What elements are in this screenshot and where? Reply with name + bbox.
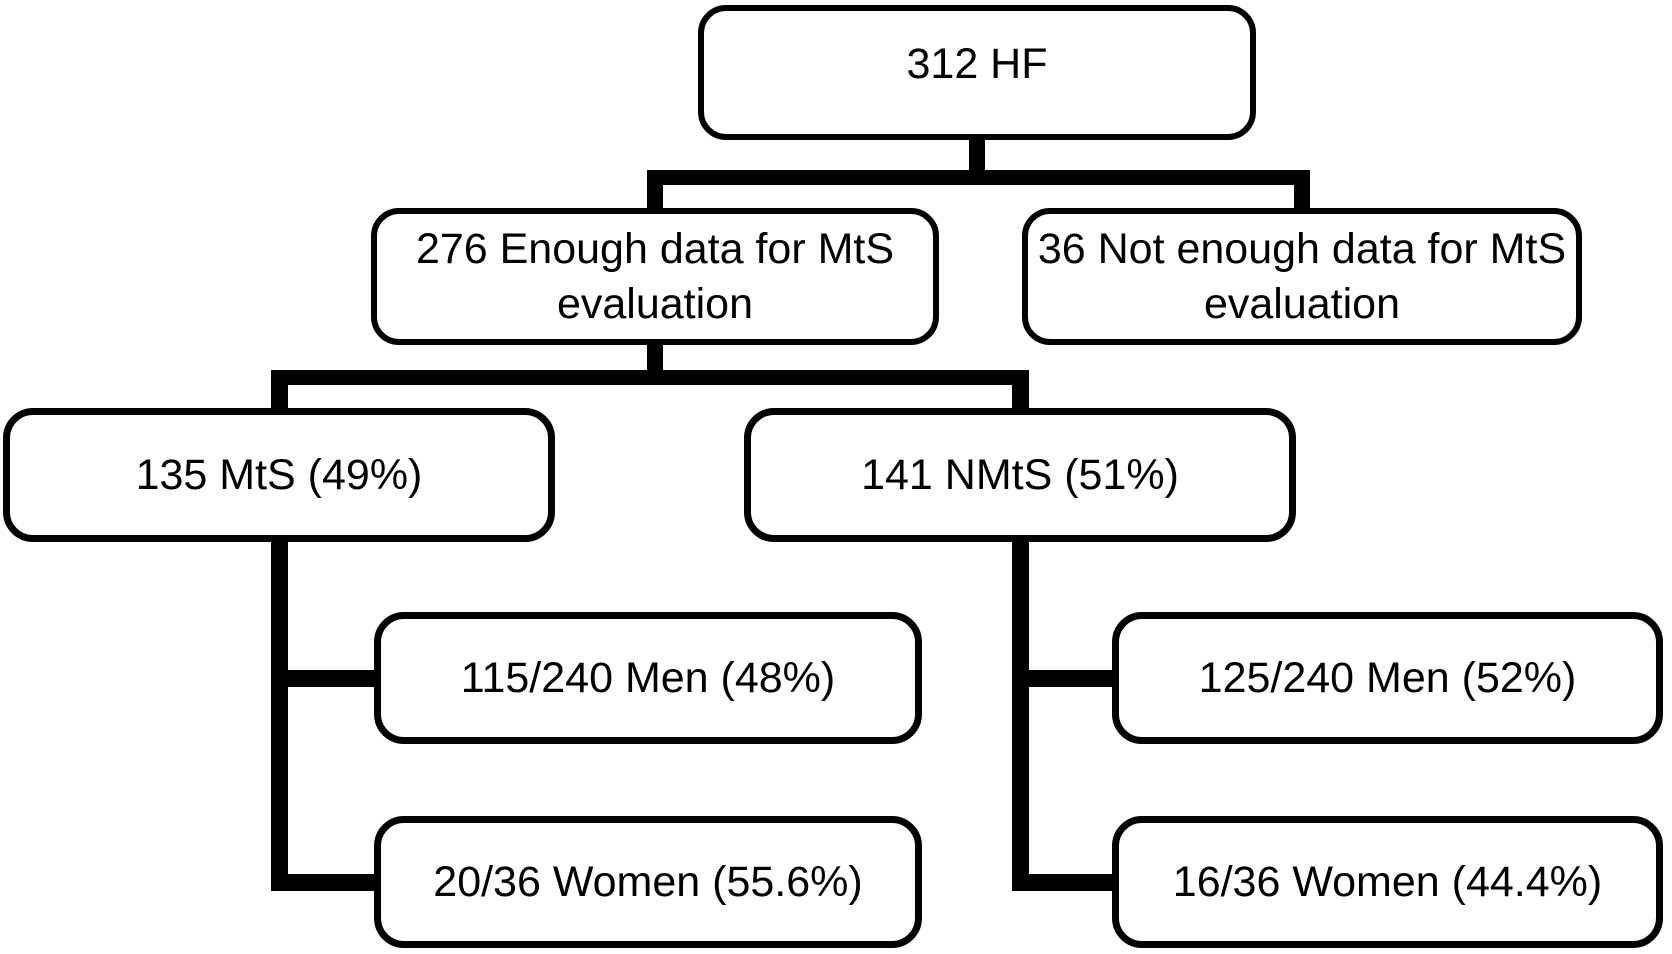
node-nmts-men-label: 125/240 Men (52%): [1198, 653, 1577, 702]
connector-level1-horizontal-bar: [647, 170, 1310, 185]
connector-drop-to-mts: [271, 370, 288, 408]
connector-nmts-to-men-stub: [1012, 670, 1114, 687]
node-total-hf-label: 312 HF: [906, 40, 1048, 88]
node-not-enough-data-label: 36 Not enough data for MtS evaluation: [1037, 225, 1567, 328]
node-nmts-men: 125/240 Men (52%): [1112, 612, 1663, 744]
node-nmts: 141 NMtS (51%): [744, 408, 1296, 542]
node-nmts-label: 141 NMtS (51%): [861, 450, 1179, 499]
connector-drop-to-nmts: [1012, 370, 1029, 408]
node-mts-label: 135 MtS (49%): [135, 450, 423, 499]
connector-drop-to-not-enough-data: [1294, 170, 1310, 208]
connector-nmts-to-women-stub: [1012, 874, 1114, 891]
connector-drop-to-enough-data: [647, 170, 663, 208]
node-mts-men: 115/240 Men (48%): [374, 612, 922, 744]
node-nmts-women-label: 16/36 Women (44.4%): [1172, 857, 1603, 906]
node-mts-women: 20/36 Women (55.6%): [374, 816, 922, 948]
connector-mts-descender: [271, 540, 288, 891]
connector-level2-horizontal-bar: [271, 370, 1029, 385]
node-nmts-women: 16/36 Women (44.4%): [1112, 816, 1663, 948]
node-not-enough-data-for-mts: 36 Not enough data for MtS evaluation: [1022, 208, 1582, 345]
node-enough-data-label: 276 Enough data for MtS evaluation: [415, 225, 895, 328]
connector-mts-to-men-stub: [271, 670, 376, 687]
node-enough-data-for-mts: 276 Enough data for MtS evaluation: [371, 208, 939, 345]
connector-nmts-descender: [1012, 540, 1029, 891]
node-mts-women-label: 20/36 Women (55.6%): [433, 857, 863, 906]
node-mts-men-label: 115/240 Men (48%): [460, 653, 836, 702]
node-total-hf: 312 HF: [698, 5, 1256, 140]
connector-mts-to-women-stub: [271, 874, 376, 891]
node-mts: 135 MtS (49%): [3, 408, 555, 542]
